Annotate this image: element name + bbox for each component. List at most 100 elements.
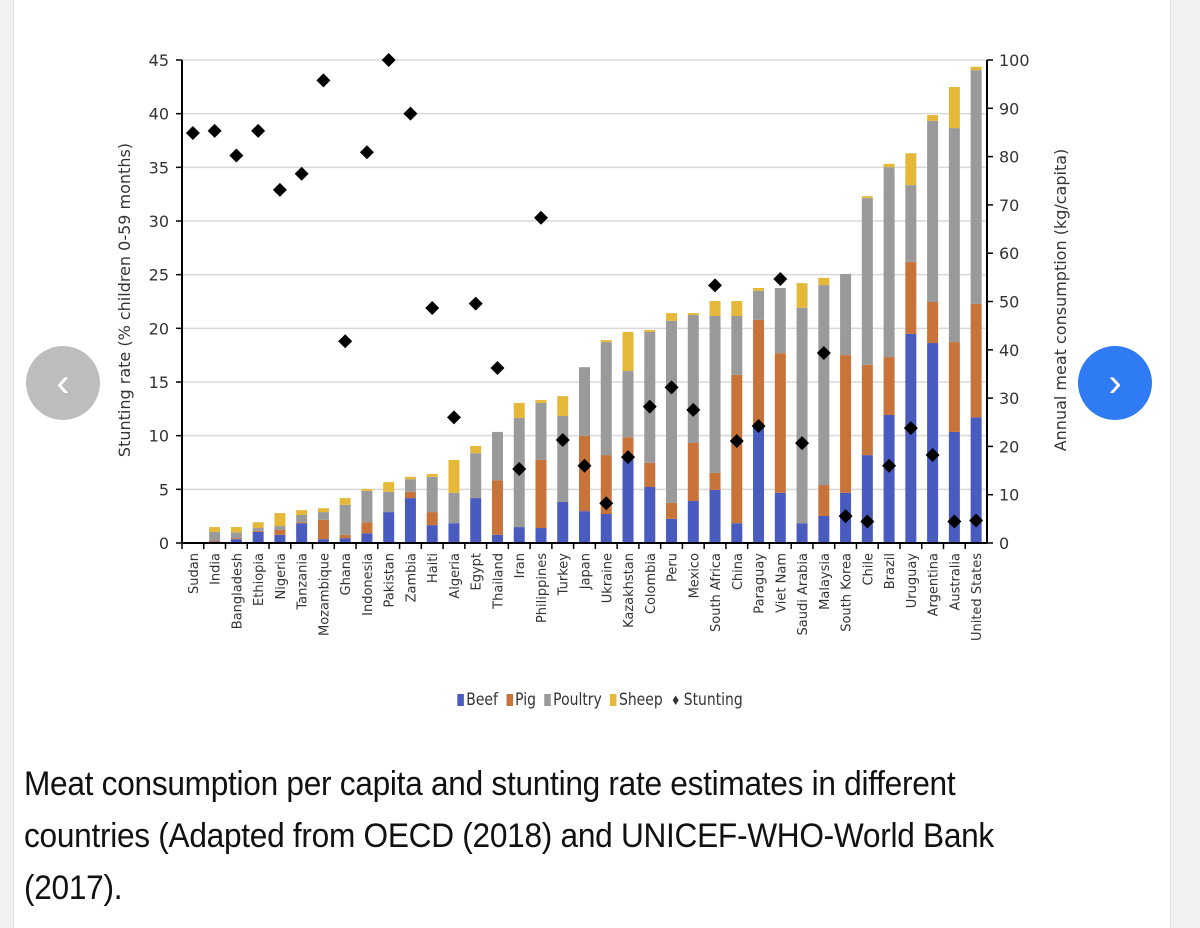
stunting-point: [468, 296, 483, 311]
bar-pig: [622, 437, 634, 460]
bar-beef: [491, 534, 503, 543]
bar-sheep: [970, 66, 982, 71]
bar-beef: [644, 486, 656, 543]
bar-pig: [905, 261, 917, 334]
x-tick-label: Nigeria: [274, 553, 289, 600]
bar-poultry: [491, 431, 503, 481]
y2-tick-label: 80: [999, 148, 1019, 167]
bar-poultry: [230, 532, 242, 539]
bar-sheep: [883, 163, 895, 168]
bar-poultry: [927, 120, 939, 302]
x-tick-label: South Korea: [840, 553, 855, 632]
chart-legend: Beef Pig Poultry Sheep ♦ Stunting: [108, 690, 1092, 710]
bar-beef: [818, 515, 830, 543]
bar-pig: [579, 435, 590, 512]
stunting-point: [947, 514, 962, 529]
stunting-point: [446, 410, 461, 425]
bar-poultry: [209, 531, 221, 541]
stunting-point: [903, 421, 918, 436]
bar-poultry: [818, 285, 830, 486]
bar-poultry: [709, 315, 721, 473]
bar-pig: [361, 522, 373, 534]
stunting-point: [229, 148, 244, 163]
x-tick-label: Tanzania: [296, 553, 311, 611]
bar-sheep: [731, 301, 743, 316]
bar-beef: [448, 523, 460, 543]
bar-sheep: [622, 331, 634, 372]
bar-poultry: [274, 526, 286, 530]
y-tick-label: 30: [149, 212, 169, 231]
bar-sheep: [535, 400, 547, 403]
bar-beef: [296, 523, 308, 543]
bar-pig: [970, 303, 982, 418]
previous-button[interactable]: ‹: [26, 346, 100, 420]
x-tick-label: Peru: [666, 553, 681, 582]
bar-beef: [666, 518, 678, 543]
bar-poultry: [339, 504, 351, 535]
x-tick-label: Brazil: [883, 553, 898, 589]
x-tick-label: Saudi Arabia: [796, 553, 811, 636]
bar-poultry: [840, 273, 852, 356]
bar-sheep: [209, 527, 221, 532]
bar-poultry: [883, 167, 895, 358]
bar-poultry: [296, 514, 308, 523]
bar-poultry: [666, 320, 678, 503]
bar-beef: [861, 455, 873, 543]
x-tick-label: Uruguay: [905, 553, 920, 609]
bar-beef: [361, 533, 373, 543]
bar-pig: [535, 459, 547, 529]
y-axis-title: Stunting rate (% children 0-59 months): [115, 143, 134, 457]
bar-sheep: [861, 196, 873, 199]
bar-pig: [644, 462, 656, 487]
bar-pig: [491, 480, 503, 535]
legend-swatch: [506, 694, 513, 706]
legend-item-poultry: Poultry: [544, 690, 602, 710]
bar-poultry: [948, 128, 960, 343]
bar-poultry: [644, 331, 656, 463]
x-tick-label: Malaysia: [818, 553, 833, 610]
bar-poultry: [774, 287, 786, 354]
bar-sheep: [361, 488, 373, 491]
legend-item-stunting: ♦ Stunting: [671, 690, 743, 710]
bar-sheep: [557, 396, 569, 416]
bar-sheep: [905, 153, 917, 186]
legend-label: Poultry: [553, 690, 602, 710]
stunting-point: [860, 514, 875, 529]
stunting-point: [425, 300, 440, 315]
bar-sheep: [339, 498, 351, 505]
bar-pig: [339, 534, 351, 539]
bar-pig: [296, 522, 308, 524]
bar-beef: [252, 531, 264, 543]
x-tick-label: Mozambique: [317, 553, 332, 636]
bar-beef: [317, 539, 329, 543]
y-tick-label: 15: [149, 373, 169, 392]
bar-beef: [470, 498, 482, 543]
next-button[interactable]: ›: [1078, 346, 1152, 420]
stunting-point: [925, 447, 940, 462]
bar-beef: [513, 527, 525, 543]
stunting-point: [751, 419, 766, 434]
x-tick-label: India: [209, 553, 224, 585]
legend-label: Sheep: [619, 690, 663, 710]
bar-pig: [753, 319, 765, 428]
bar-poultry: [535, 402, 547, 460]
bar-pig: [426, 512, 438, 526]
bar-sheep: [753, 287, 765, 291]
bar-sheep: [709, 301, 721, 316]
y-tick-label: 35: [149, 158, 169, 177]
bar-poultry: [861, 198, 873, 365]
bar-poultry: [383, 491, 395, 513]
bar-beef: [731, 523, 743, 543]
bar-pig: [840, 355, 852, 493]
bar-beef: [948, 431, 960, 543]
x-tick-label: Philippines: [535, 553, 550, 623]
stunting-point: [272, 182, 287, 197]
bar-pig: [774, 353, 786, 493]
bar-poultry: [687, 315, 699, 444]
legend-item-sheep: Sheep: [609, 690, 663, 710]
bar-poultry: [317, 512, 329, 520]
bar-sheep: [687, 313, 699, 316]
y-tick-label: 0: [159, 534, 169, 553]
figure-caption: Meat consumption per capita and stunting…: [24, 765, 994, 907]
bar-pig: [252, 530, 264, 532]
